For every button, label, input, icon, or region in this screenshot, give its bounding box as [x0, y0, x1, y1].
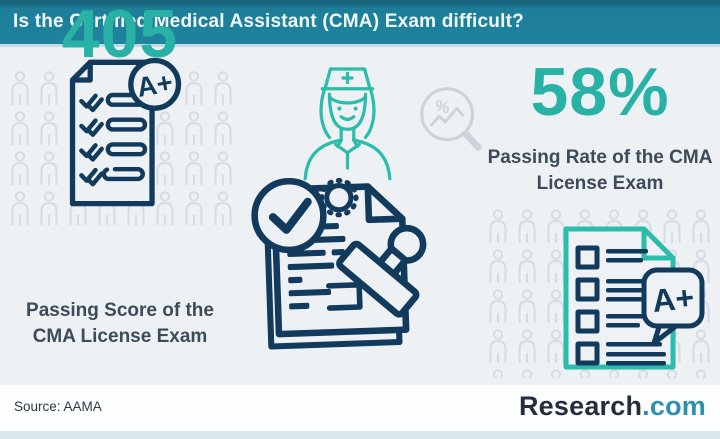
a-plus-badge: A+ — [134, 66, 175, 103]
a-plus-bubble-text: A+ — [650, 279, 695, 319]
source-text: Source: AAMA — [14, 399, 102, 414]
score-caption: Passing Score of the CMA License Exam — [26, 300, 214, 348]
page-title: Is the Certified Medical Assistant (CMA)… — [13, 11, 524, 32]
score-value: 405 — [61, 0, 179, 72]
grade-bubble-icon: A+ — [641, 267, 705, 346]
checklist-grade-icon: A+ — [60, 57, 184, 216]
footer-bar: Source: AAMA Research.com — [0, 385, 720, 431]
checklist-document-icon: A+ — [69, 57, 182, 207]
rate-value: 58% — [530, 54, 670, 130]
rosette-seal-icon — [319, 177, 359, 218]
check-circle-icon — [251, 177, 327, 254]
brand-logo: Research.com — [519, 391, 706, 422]
brand-name: Research — [518, 391, 643, 421]
brand-suffix: .com — [642, 391, 706, 421]
percent-magnifier-icon: % — [413, 80, 491, 164]
header-bar: Is the Certified Medical Assistant (CMA)… — [0, 0, 720, 47]
percent-symbol: % — [433, 96, 452, 118]
exam-sheet-grade-icon: A+ — [542, 224, 707, 372]
nurse-icon — [280, 60, 415, 186]
grade-badge-circle — [128, 57, 182, 111]
stamped-document-icon — [250, 172, 462, 374]
rate-caption: Passing Rate of the CMA License Exam — [487, 147, 713, 195]
bottom-strip — [0, 431, 720, 439]
check-mark-icon — [268, 197, 312, 234]
stamp-icon — [336, 224, 427, 318]
